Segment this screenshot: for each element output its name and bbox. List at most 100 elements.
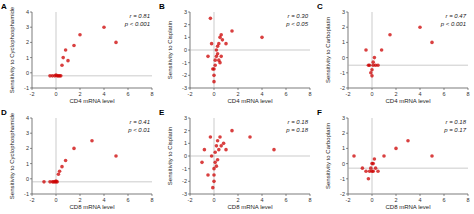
y-tick-label: 1 [184, 140, 187, 146]
x-tick-label: 0 [370, 197, 373, 203]
panel-label: E [159, 108, 165, 117]
y-tick-label: -1 [340, 176, 345, 182]
point [373, 56, 377, 60]
reference-line [348, 168, 468, 169]
y-tick [188, 24, 190, 25]
point [72, 44, 76, 48]
annotation: p < 0.01 [127, 127, 150, 133]
point [203, 148, 207, 152]
y-tick-label: 0 [26, 70, 29, 76]
annotation: r = 0.18 [445, 119, 466, 125]
x-axis [32, 194, 152, 195]
x-tick-label: -2 [188, 91, 193, 97]
y-tick [30, 57, 32, 58]
point [210, 42, 214, 46]
x-tick-label: -2 [346, 91, 351, 97]
y-tick [30, 163, 32, 164]
x-tick-label: 0 [54, 197, 57, 203]
point [102, 25, 106, 29]
y-tick-label: 4 [26, 9, 29, 15]
point [218, 61, 222, 65]
point [213, 63, 217, 67]
point [60, 165, 64, 169]
y-tick-label: -2 [340, 85, 345, 91]
plot-area [190, 12, 310, 88]
plot-area [348, 118, 468, 194]
y-tick-label: 2 [26, 39, 29, 45]
x-tick-label: 6 [442, 197, 445, 203]
x-tick-label: 8 [466, 91, 469, 97]
x-tick-label: 6 [284, 91, 287, 97]
annotation: p < 0.001 [124, 21, 150, 27]
panel: -202468-2-10123r = 0.47p < 0.001CCD4 mRN… [317, 2, 470, 104]
x-tick-label: 8 [308, 197, 311, 203]
point [90, 139, 94, 143]
point [200, 161, 204, 165]
point [224, 148, 228, 152]
point [370, 74, 374, 78]
y-tick [346, 178, 348, 179]
y-tick-label: 3 [184, 9, 187, 15]
x-tick-label: 2 [394, 91, 397, 97]
y-tick-label: 1 [342, 39, 345, 45]
point [55, 180, 59, 184]
y-tick [346, 12, 348, 13]
point [213, 150, 217, 154]
y-tick-label: -1 [182, 166, 187, 172]
y-tick [346, 133, 348, 134]
point [230, 129, 234, 133]
point [418, 25, 422, 29]
point [58, 169, 62, 173]
y-tick-label: 3 [342, 115, 345, 121]
point [272, 148, 276, 152]
x-tick-label: 8 [308, 91, 311, 97]
y-tick-label: -1 [24, 85, 29, 91]
x-axis [348, 88, 468, 89]
panel: -202468-101234r = 0.41p < 0.01DCD8 mRNA … [1, 108, 154, 210]
point [59, 74, 63, 78]
point [216, 52, 220, 56]
y-tick-label: 2 [184, 128, 187, 134]
x-tick-label: 4 [260, 91, 263, 97]
x-axis [190, 194, 310, 195]
y-tick [30, 88, 32, 89]
y-tick-label: 0 [342, 55, 345, 61]
x-tick-label: 0 [212, 197, 215, 203]
point [388, 33, 392, 37]
point [216, 139, 220, 143]
point [364, 169, 368, 173]
point [215, 164, 219, 168]
point [218, 135, 222, 139]
point [361, 166, 365, 170]
x-tick-label: -2 [346, 197, 351, 203]
reference-line [190, 50, 310, 51]
point [217, 42, 221, 46]
point [373, 157, 377, 161]
point [212, 67, 216, 71]
point [221, 38, 225, 42]
y-axis-label: Sensitivity to Cisplatin [167, 21, 173, 79]
x-tick-label: 4 [102, 197, 105, 203]
y-tick-label: 0 [26, 176, 29, 182]
y-axis-label: Sensitivity to Cyclophosphamide [9, 6, 15, 93]
y-tick-label: 1 [342, 145, 345, 151]
y-tick [346, 72, 348, 73]
x-tick-label: 8 [150, 91, 153, 97]
point [209, 135, 213, 139]
x-tick-label: 4 [260, 197, 263, 203]
annotation: p = 0.17 [443, 127, 467, 133]
y-tick [30, 12, 32, 13]
x-tick-label: -2 [188, 197, 193, 203]
y-tick [30, 148, 32, 149]
y-tick [30, 118, 32, 119]
x-axis-label: CD4 mRNA level [227, 98, 272, 104]
y-tick-label: -1 [182, 60, 187, 66]
y-tick [30, 178, 32, 179]
point [206, 173, 210, 177]
y-tick-label: -2 [340, 191, 345, 197]
point [206, 55, 210, 59]
point [64, 48, 68, 52]
x-axis-label: CD4 mRNA level [385, 98, 430, 104]
y-tick [188, 62, 190, 63]
x-tick-label: 4 [418, 197, 421, 203]
